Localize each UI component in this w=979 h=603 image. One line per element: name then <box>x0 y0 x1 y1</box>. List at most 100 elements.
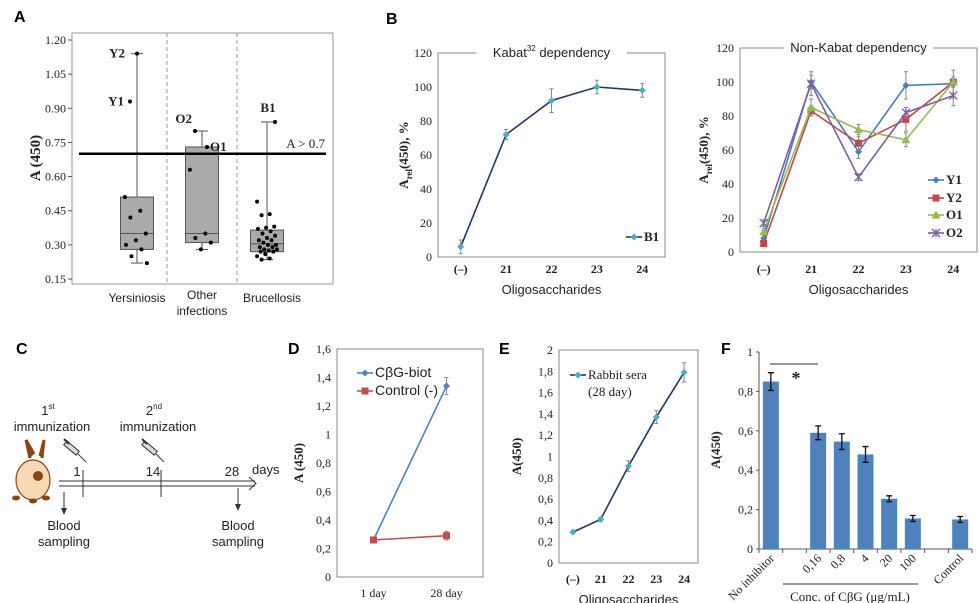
panel-letter-e: E <box>499 341 510 358</box>
y-tick-label: 120 <box>716 41 734 55</box>
y-tick-label: 120 <box>414 46 432 60</box>
error-bar <box>862 445 869 463</box>
y-tick-label: 60 <box>420 148 432 162</box>
chart-title: Kabat32 dependency <box>493 44 611 60</box>
data-point <box>652 413 660 421</box>
point-label: O2 <box>175 111 192 126</box>
panel-letter-b: B <box>386 11 398 28</box>
data-point <box>259 213 264 218</box>
data-point <box>948 91 958 101</box>
data-point <box>135 51 139 56</box>
rabbit-icon <box>12 439 51 504</box>
data-point <box>593 83 601 91</box>
y-tick-label: 1,6 <box>316 342 331 356</box>
data-point <box>198 247 203 252</box>
data-point <box>124 242 128 247</box>
data-point <box>854 172 863 182</box>
category-label: infections <box>177 304 228 318</box>
data-point <box>625 462 632 470</box>
legend-entry: Rabbit sera (28 day) <box>570 367 647 399</box>
x-tick-label: 24 <box>678 572 690 586</box>
timeline-tick-label: 14 <box>146 464 160 479</box>
y-tick-label: 1.05 <box>45 67 66 81</box>
data-point <box>265 236 269 241</box>
y-tick-label: 20 <box>420 216 432 230</box>
y-tick-label: 0,8 <box>316 456 331 470</box>
data-point <box>854 125 863 134</box>
x-tick-label: 21 <box>805 262 817 276</box>
x-tick-label: (–) <box>757 262 771 276</box>
bar <box>833 441 850 549</box>
data-point <box>806 103 816 111</box>
y-tick-label: 1 <box>747 345 753 359</box>
y-tick-label: 1,2 <box>538 428 553 442</box>
y-tick-label: 1,6 <box>538 386 553 400</box>
y-tick-label: 0.75 <box>45 135 66 149</box>
data-point <box>574 371 582 379</box>
data-point <box>931 228 941 238</box>
immunization-number: 2nd <box>146 402 162 418</box>
legend-entry: B1 <box>626 229 659 244</box>
point-label: Y1 <box>108 93 124 108</box>
series-0 <box>370 377 450 544</box>
bar <box>881 498 898 549</box>
y-tick-label: 0,6 <box>738 424 753 438</box>
data-point <box>443 532 450 540</box>
y-tick-label: 40 <box>722 177 734 191</box>
chart-b-2: 0 20 40 60 80 100 120 (–) 21 22 23 24 Oligosaccharid… <box>696 40 978 297</box>
chart-f: 00,20,40,60,81A(450)No inhibitor 0,16 0,8 4… <box>708 345 973 603</box>
y-label-main: A <box>696 174 711 184</box>
data-point <box>569 528 577 536</box>
series-2 <box>759 69 958 236</box>
series-0 <box>569 362 688 536</box>
timeline-tick-label: 28 <box>225 464 239 479</box>
data-point <box>270 245 275 250</box>
data-point <box>932 176 940 184</box>
legend-entry: Y2 <box>928 190 962 205</box>
legend-entry: Control (-) <box>357 382 438 398</box>
data-point <box>902 81 910 89</box>
y-tick-label: 80 <box>722 109 734 123</box>
data-point <box>548 97 555 105</box>
data-point <box>902 115 910 123</box>
syringe-icon <box>63 438 87 463</box>
y-tick-label: 0,8 <box>738 384 753 398</box>
data-point <box>265 242 270 247</box>
data-point <box>361 369 369 377</box>
x-tick-label: 23 <box>900 262 912 276</box>
series-3 <box>759 71 958 228</box>
y-tick-label: 1,4 <box>316 371 331 385</box>
y-tick-label: 2 <box>547 343 553 357</box>
x-tick-label: 100 <box>896 551 919 574</box>
data-point <box>193 129 197 134</box>
series-1 <box>370 530 450 544</box>
legend-label: Rabbit sera <box>588 367 647 382</box>
group-label: Conc. of CβG (μg/mL) <box>790 589 910 603</box>
bar <box>857 454 874 549</box>
y-tick-label: 0,2 <box>538 535 553 549</box>
y-tick-label: 0.30 <box>45 238 66 252</box>
legend-entry: O2 <box>928 225 963 240</box>
immunization-number: 1st <box>41 402 55 418</box>
panel-letter-a: A <box>14 9 26 26</box>
panel-letter-d: D <box>288 341 300 358</box>
y-label-main: A <box>396 179 411 189</box>
data-point <box>267 212 272 217</box>
legend-entry: Y1 <box>928 172 962 187</box>
data-point <box>187 167 192 172</box>
legend-entry: O1 <box>928 207 963 222</box>
data-point <box>269 238 274 243</box>
data-point <box>268 229 273 234</box>
significance-star: * <box>792 368 801 388</box>
legend-label: B1 <box>644 229 659 244</box>
series-0 <box>457 79 646 255</box>
y-tick-label: 1.20 <box>45 33 66 47</box>
point-label: B1 <box>260 100 275 115</box>
box <box>185 146 219 244</box>
y-tick-label: 0 <box>325 570 331 584</box>
x-tick-label: 24 <box>636 262 648 276</box>
y-label-sub: rel <box>704 163 714 174</box>
y-tick-label: 40 <box>420 182 432 196</box>
data-point <box>760 240 768 247</box>
error-bar <box>838 433 845 451</box>
